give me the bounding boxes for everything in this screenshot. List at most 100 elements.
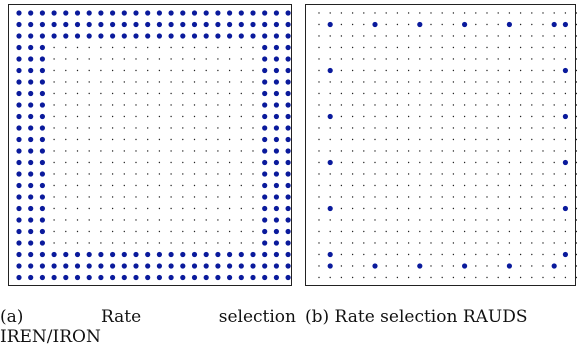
panel-b-grid-dot <box>542 104 544 106</box>
panel-b-grid-dot <box>351 104 354 106</box>
panel-b-grid-dot <box>508 104 511 106</box>
panel-b-selected-dot <box>551 263 557 269</box>
panel-a-grid-dot <box>53 115 55 118</box>
panel-b-grid-dot <box>486 207 488 210</box>
panel-a-grid-dot <box>135 46 137 49</box>
panel-b-grid-dot <box>564 104 567 106</box>
panel-a-selected-dot <box>273 102 279 108</box>
panel-b-grid-dot <box>575 58 577 60</box>
panel-b-grid-dot <box>531 58 533 60</box>
panel-a-selected-dot <box>180 21 186 28</box>
panel-a-grid-dot <box>228 46 231 49</box>
panel-b-grid-dot <box>363 69 365 72</box>
panel-a-selected-dot <box>285 205 291 212</box>
panel-b-grid-dot <box>486 92 488 95</box>
panel-b-sampling-grid <box>318 12 577 279</box>
panel-b-grid-dot <box>463 92 466 95</box>
panel-b-grid-dot <box>441 138 443 141</box>
panel-b-grid-dot <box>318 69 320 72</box>
panel-a-selected-dot <box>285 217 291 223</box>
panel-b-grid-dot <box>441 242 443 244</box>
panel-b-grid-dot <box>542 35 544 37</box>
panel-a-grid-dot <box>135 92 137 95</box>
panel-b-grid-dot <box>396 276 399 279</box>
panel-a-grid-dot <box>193 161 196 164</box>
panel-a-grid-dot <box>65 81 67 83</box>
panel-a-selected-dot <box>203 274 209 281</box>
panel-a-grid-dot <box>88 138 90 141</box>
panel-b-grid-dot <box>497 230 499 233</box>
panel-b-grid-dot <box>497 58 499 60</box>
panel-b-grid-dot <box>463 173 466 175</box>
panel-a-selected-dot <box>168 21 174 28</box>
panel-b-grid-dot <box>374 58 376 60</box>
panel-b-grid-dot <box>385 92 387 95</box>
panel-a-grid-dot <box>240 230 242 233</box>
panel-b-grid-dot <box>374 196 376 198</box>
panel-b-grid-dot <box>452 12 455 14</box>
panel-b-grid-dot <box>396 173 399 175</box>
panel-b-grid-dot <box>542 150 544 152</box>
panel-a-grid-dot <box>193 242 196 244</box>
panel-a-grid-dot <box>147 58 149 60</box>
panel-b-grid-dot <box>385 81 387 83</box>
panel-a-grid-dot <box>193 104 196 106</box>
panel-b-grid-dot <box>340 276 343 279</box>
panel-a-selected-dot <box>98 263 104 269</box>
panel-a-grid-dot <box>217 150 219 152</box>
panel-b-grid-dot <box>508 207 511 210</box>
panel-b-grid-dot <box>497 173 499 175</box>
panel-a-selected-dot <box>121 263 127 269</box>
panel-b-grid-dot <box>519 35 522 37</box>
panel-b-grid-dot <box>519 161 522 164</box>
panel-b-grid-dot <box>542 23 544 26</box>
panel-a-selected-dot <box>273 44 279 51</box>
panel-b-grid-dot <box>553 184 555 187</box>
panel-b-grid-dot <box>575 219 577 221</box>
panel-b-grid-dot <box>385 127 387 129</box>
panel-b-grid-dot <box>553 92 555 95</box>
panel-b-grid-dot <box>486 230 488 233</box>
panel-b-grid-dot <box>419 161 421 164</box>
panel-a-grid-dot <box>193 127 196 129</box>
panel-b-selected-dot <box>327 263 333 269</box>
panel-a-grid-dot <box>217 173 219 175</box>
panel-b-grid-dot <box>396 58 399 60</box>
panel-a-grid-dot <box>158 219 161 221</box>
panel-a-grid-dot <box>205 242 207 244</box>
panel-b-grid-dot <box>475 127 477 129</box>
panel-b-grid-dot <box>486 276 488 279</box>
panel-b-grid-dot <box>441 58 443 60</box>
panel-b-grid-dot <box>463 196 466 198</box>
panel-a-selected-dot <box>273 90 279 97</box>
panel-a-grid-dot <box>53 161 55 164</box>
panel-b-grid-dot <box>385 276 387 279</box>
panel-a-grid-dot <box>76 161 79 164</box>
panel-a-grid-dot <box>147 230 149 233</box>
panel-a-grid-dot <box>228 173 231 175</box>
panel-b-grid-dot <box>430 219 432 221</box>
panel-b-grid-dot <box>519 196 522 198</box>
panel-a-selected-dot <box>168 10 174 16</box>
panel-a-grid-dot <box>217 161 219 164</box>
panel-a-selected-dot <box>16 113 22 120</box>
panel-a-selected-dot <box>74 21 81 28</box>
panel-b-grid-dot <box>463 219 466 221</box>
panel-a-selected-dot <box>98 10 104 16</box>
panel-a-selected-dot <box>227 251 233 258</box>
panel-a-selected-dot <box>273 125 279 131</box>
panel-b-grid-dot <box>519 23 522 26</box>
panel-a-grid-dot <box>205 58 207 60</box>
panel-b-grid-dot <box>463 242 466 244</box>
panel-b-grid-dot <box>396 46 399 49</box>
panel-b-grid-dot <box>475 138 477 141</box>
panel-a-grid-dot <box>240 58 242 60</box>
panel-a-selected-dot <box>16 148 22 154</box>
panel-a-grid-dot <box>182 242 184 244</box>
panel-a-selected-dot <box>16 217 22 223</box>
panel-a-grid-dot <box>217 115 219 118</box>
panel-a-grid-dot <box>147 219 149 221</box>
panel-b-grid-dot <box>508 138 511 141</box>
panel-a-grid-dot <box>158 46 161 49</box>
panel-a-selected-dot <box>238 274 244 281</box>
